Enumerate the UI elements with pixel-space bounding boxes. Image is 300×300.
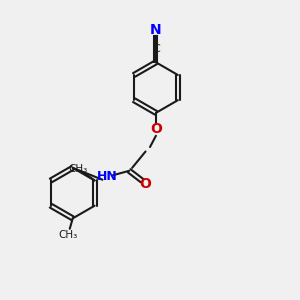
Text: CH₃: CH₃: [58, 230, 78, 240]
Text: C: C: [152, 44, 160, 54]
Text: HN: HN: [97, 170, 117, 183]
Text: O: O: [150, 122, 162, 136]
Text: N: N: [150, 23, 162, 37]
Text: O: O: [140, 177, 152, 191]
Text: CH₃: CH₃: [69, 164, 88, 174]
